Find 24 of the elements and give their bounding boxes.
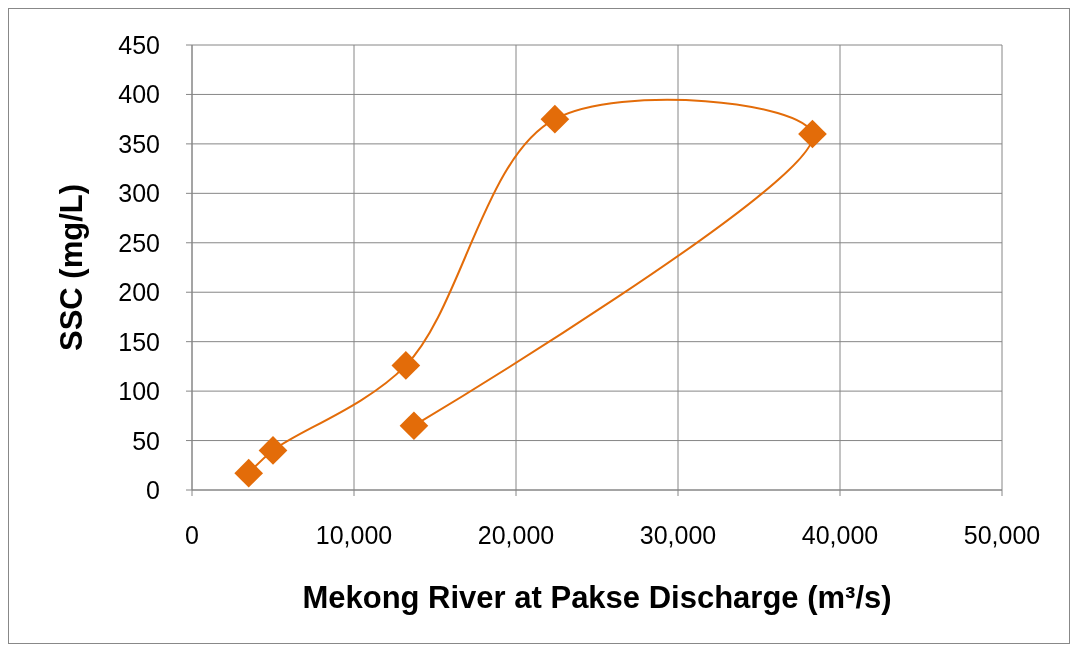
point <box>798 119 827 149</box>
y-tick-label: 150 <box>118 327 160 356</box>
x-tick-label: 40,000 <box>801 521 879 549</box>
y-tick-label: 200 <box>118 278 160 307</box>
point <box>234 458 264 488</box>
point <box>391 351 421 380</box>
x-tick-label: 20,000 <box>477 521 555 549</box>
point <box>399 411 429 441</box>
x-tick-label: 30,000 <box>639 521 717 549</box>
x-axis-title: Mekong River at Pakse Discharge (m³/s) <box>302 580 892 615</box>
y-axis-title: SSC (mg/L) <box>54 183 89 352</box>
y-tick-label: 100 <box>118 377 160 406</box>
x-tick-label: 10,000 <box>315 521 393 549</box>
y-tick-label: 50 <box>132 426 160 455</box>
y-tick-label: 0 <box>146 476 160 504</box>
y-tick-label: 350 <box>118 129 160 158</box>
point <box>540 104 570 134</box>
y-tick-label: 400 <box>118 80 160 109</box>
y-tick-label: 300 <box>118 179 160 208</box>
y-tick-label: 250 <box>118 228 160 257</box>
x-tick-label: 50,000 <box>963 521 1041 549</box>
x-tick-label: 0 <box>185 521 199 549</box>
point <box>258 436 288 465</box>
y-tick-label: 450 <box>118 31 160 59</box>
